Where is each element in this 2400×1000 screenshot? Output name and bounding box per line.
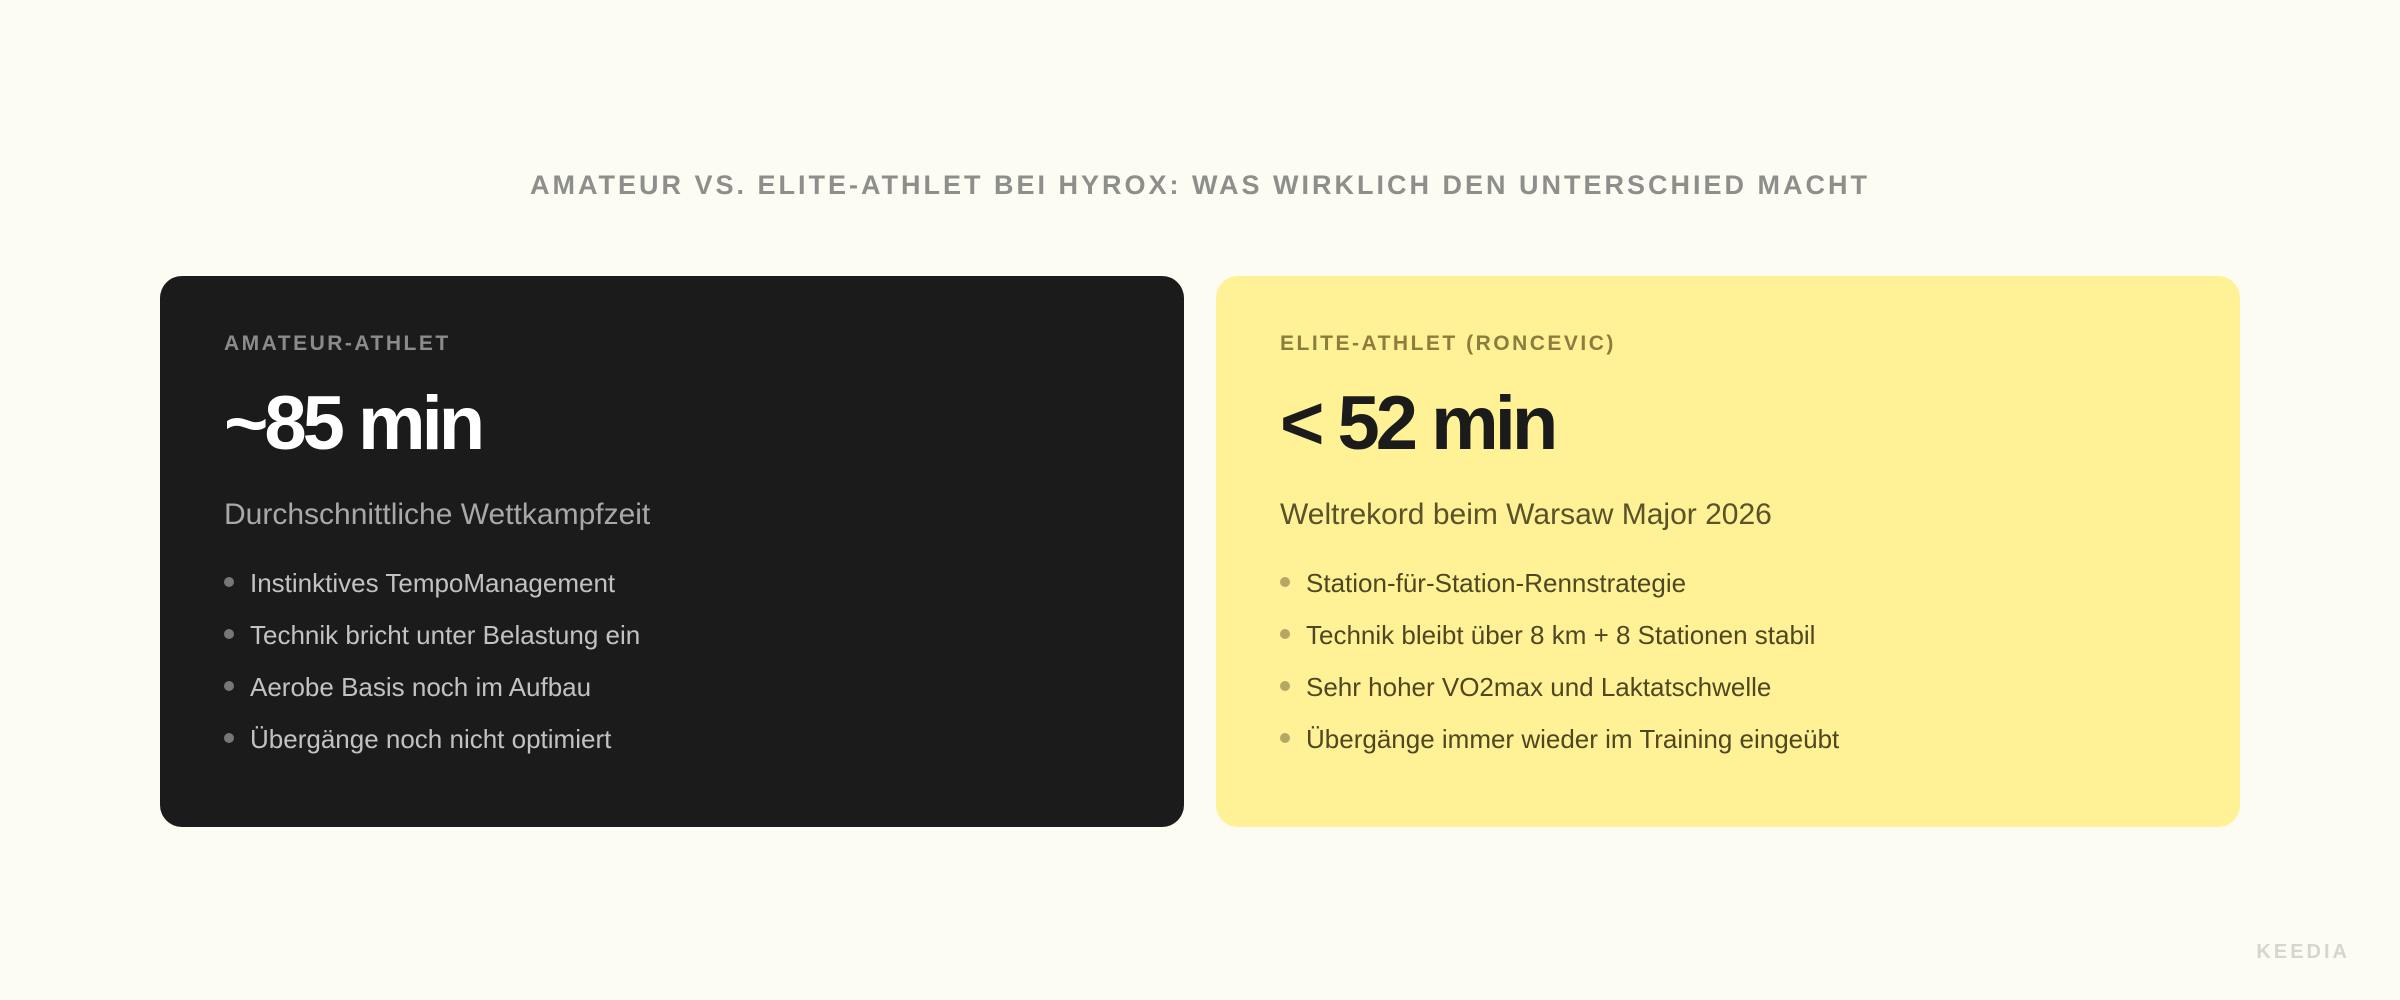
card-subtitle: Durchschnittliche Wettkampfzeit <box>224 498 651 531</box>
list-item: Übergänge noch nicht optimiert <box>224 722 1120 774</box>
list-item: Station-für-Station-Rennstrategie <box>1280 566 2176 618</box>
card-value: < 52 min <box>1280 381 1558 466</box>
list-item: Technik bricht unter Belastung ein <box>224 618 1120 670</box>
card-value: ~85 min <box>224 381 485 466</box>
bullet-icon <box>224 629 234 639</box>
page-title: AMATEUR VS. ELITE-ATHLET BEI HYROX: WAS … <box>530 170 1870 200</box>
bullet-icon <box>224 577 234 587</box>
elite-card: ELITE-ATHLET (RONCEVIC) < 52 min Weltrek… <box>1216 276 2240 827</box>
list-item-text: Technik bleibt über 8 km + 8 Stationen s… <box>1306 620 1816 650</box>
bullet-list: Station-für-Station-Rennstrategie Techni… <box>1280 566 2176 774</box>
list-item-text: Übergänge noch nicht optimiert <box>250 724 612 754</box>
bullet-icon <box>1280 733 1290 743</box>
bullet-list: Instinktives TempoManagement Technik bri… <box>224 566 1120 774</box>
bullet-icon <box>224 681 234 691</box>
amateur-card: AMATEUR-ATHLET ~85 min Durchschnittliche… <box>160 276 1184 827</box>
list-item-text: Instinktives TempoManagement <box>250 568 616 598</box>
list-item: Instinktives TempoManagement <box>224 566 1120 618</box>
list-item-text: Sehr hoher VO2max und Laktatschwelle <box>1306 672 1772 702</box>
list-item-text: Übergänge immer wieder im Training einge… <box>1306 724 1840 754</box>
card-label: AMATEUR-ATHLET <box>224 332 451 355</box>
list-item-text: Technik bricht unter Belastung ein <box>250 620 641 650</box>
bullet-icon <box>1280 681 1290 691</box>
list-item: Technik bleibt über 8 km + 8 Stationen s… <box>1280 618 2176 670</box>
brand-watermark: KEEDIA <box>2256 941 2350 963</box>
card-label: ELITE-ATHLET (RONCEVIC) <box>1280 332 1616 355</box>
list-item: Aerobe Basis noch im Aufbau <box>224 670 1120 722</box>
card-subtitle: Weltrekord beim Warsaw Major 2026 <box>1280 498 1772 531</box>
list-item: Sehr hoher VO2max und Laktatschwelle <box>1280 670 2176 722</box>
list-item-text: Station-für-Station-Rennstrategie <box>1306 568 1687 598</box>
bullet-icon <box>1280 629 1290 639</box>
list-item-text: Aerobe Basis noch im Aufbau <box>250 672 592 702</box>
bullet-icon <box>224 733 234 743</box>
list-item: Übergänge immer wieder im Training einge… <box>1280 722 2176 774</box>
bullet-icon <box>1280 577 1290 587</box>
